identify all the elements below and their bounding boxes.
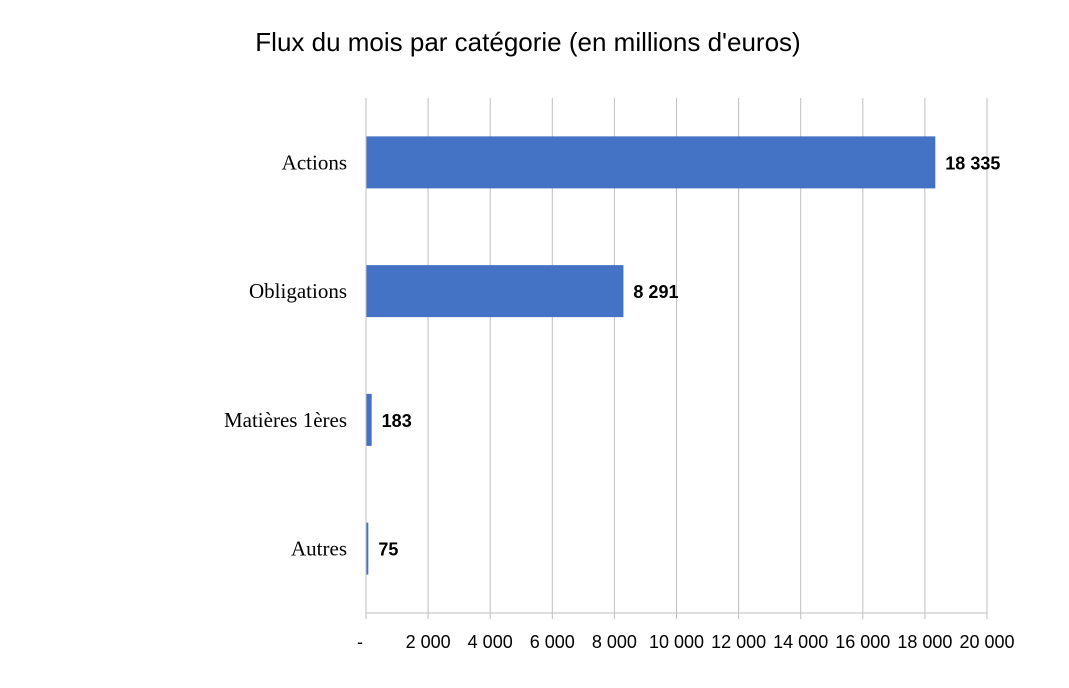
chart-title: Flux du mois par catégorie (en millions … [255, 27, 800, 57]
x-tick-labels: - 2 000 4 000 6 000 8 000 10 000 12 000 14 000 1… [357, 632, 1015, 652]
category-label: Actions [282, 150, 347, 174]
x-tick-label: - [357, 632, 363, 652]
x-tick-label: 12 000 [711, 632, 766, 652]
category-label: Obligations [249, 279, 347, 303]
data-labels: 18 335 8 291 183 75 [378, 153, 1000, 559]
data-label: 75 [378, 540, 398, 560]
category-label: Matières 1ères [224, 408, 347, 432]
bars [366, 136, 936, 575]
x-tick-label: 8 000 [592, 632, 637, 652]
data-label: 18 335 [945, 153, 1000, 173]
x-tick-label: 18 000 [897, 632, 952, 652]
x-tick-label: 16 000 [835, 632, 890, 652]
bar [366, 522, 369, 575]
data-label: 8 291 [633, 282, 678, 302]
axes [365, 98, 988, 619]
bar [366, 136, 936, 189]
bar [366, 265, 624, 318]
category-label: Autres [291, 537, 347, 561]
x-tick-label: 10 000 [649, 632, 704, 652]
data-label: 183 [382, 411, 412, 431]
x-tick-label: 20 000 [959, 632, 1014, 652]
bar [366, 393, 372, 446]
x-tick-label: 6 000 [530, 632, 575, 652]
x-tick-label: 4 000 [468, 632, 513, 652]
x-tick-label: 2 000 [406, 632, 451, 652]
category-labels: Actions Obligations Matières 1ères Autres [224, 150, 347, 560]
x-tick-label: 14 000 [773, 632, 828, 652]
